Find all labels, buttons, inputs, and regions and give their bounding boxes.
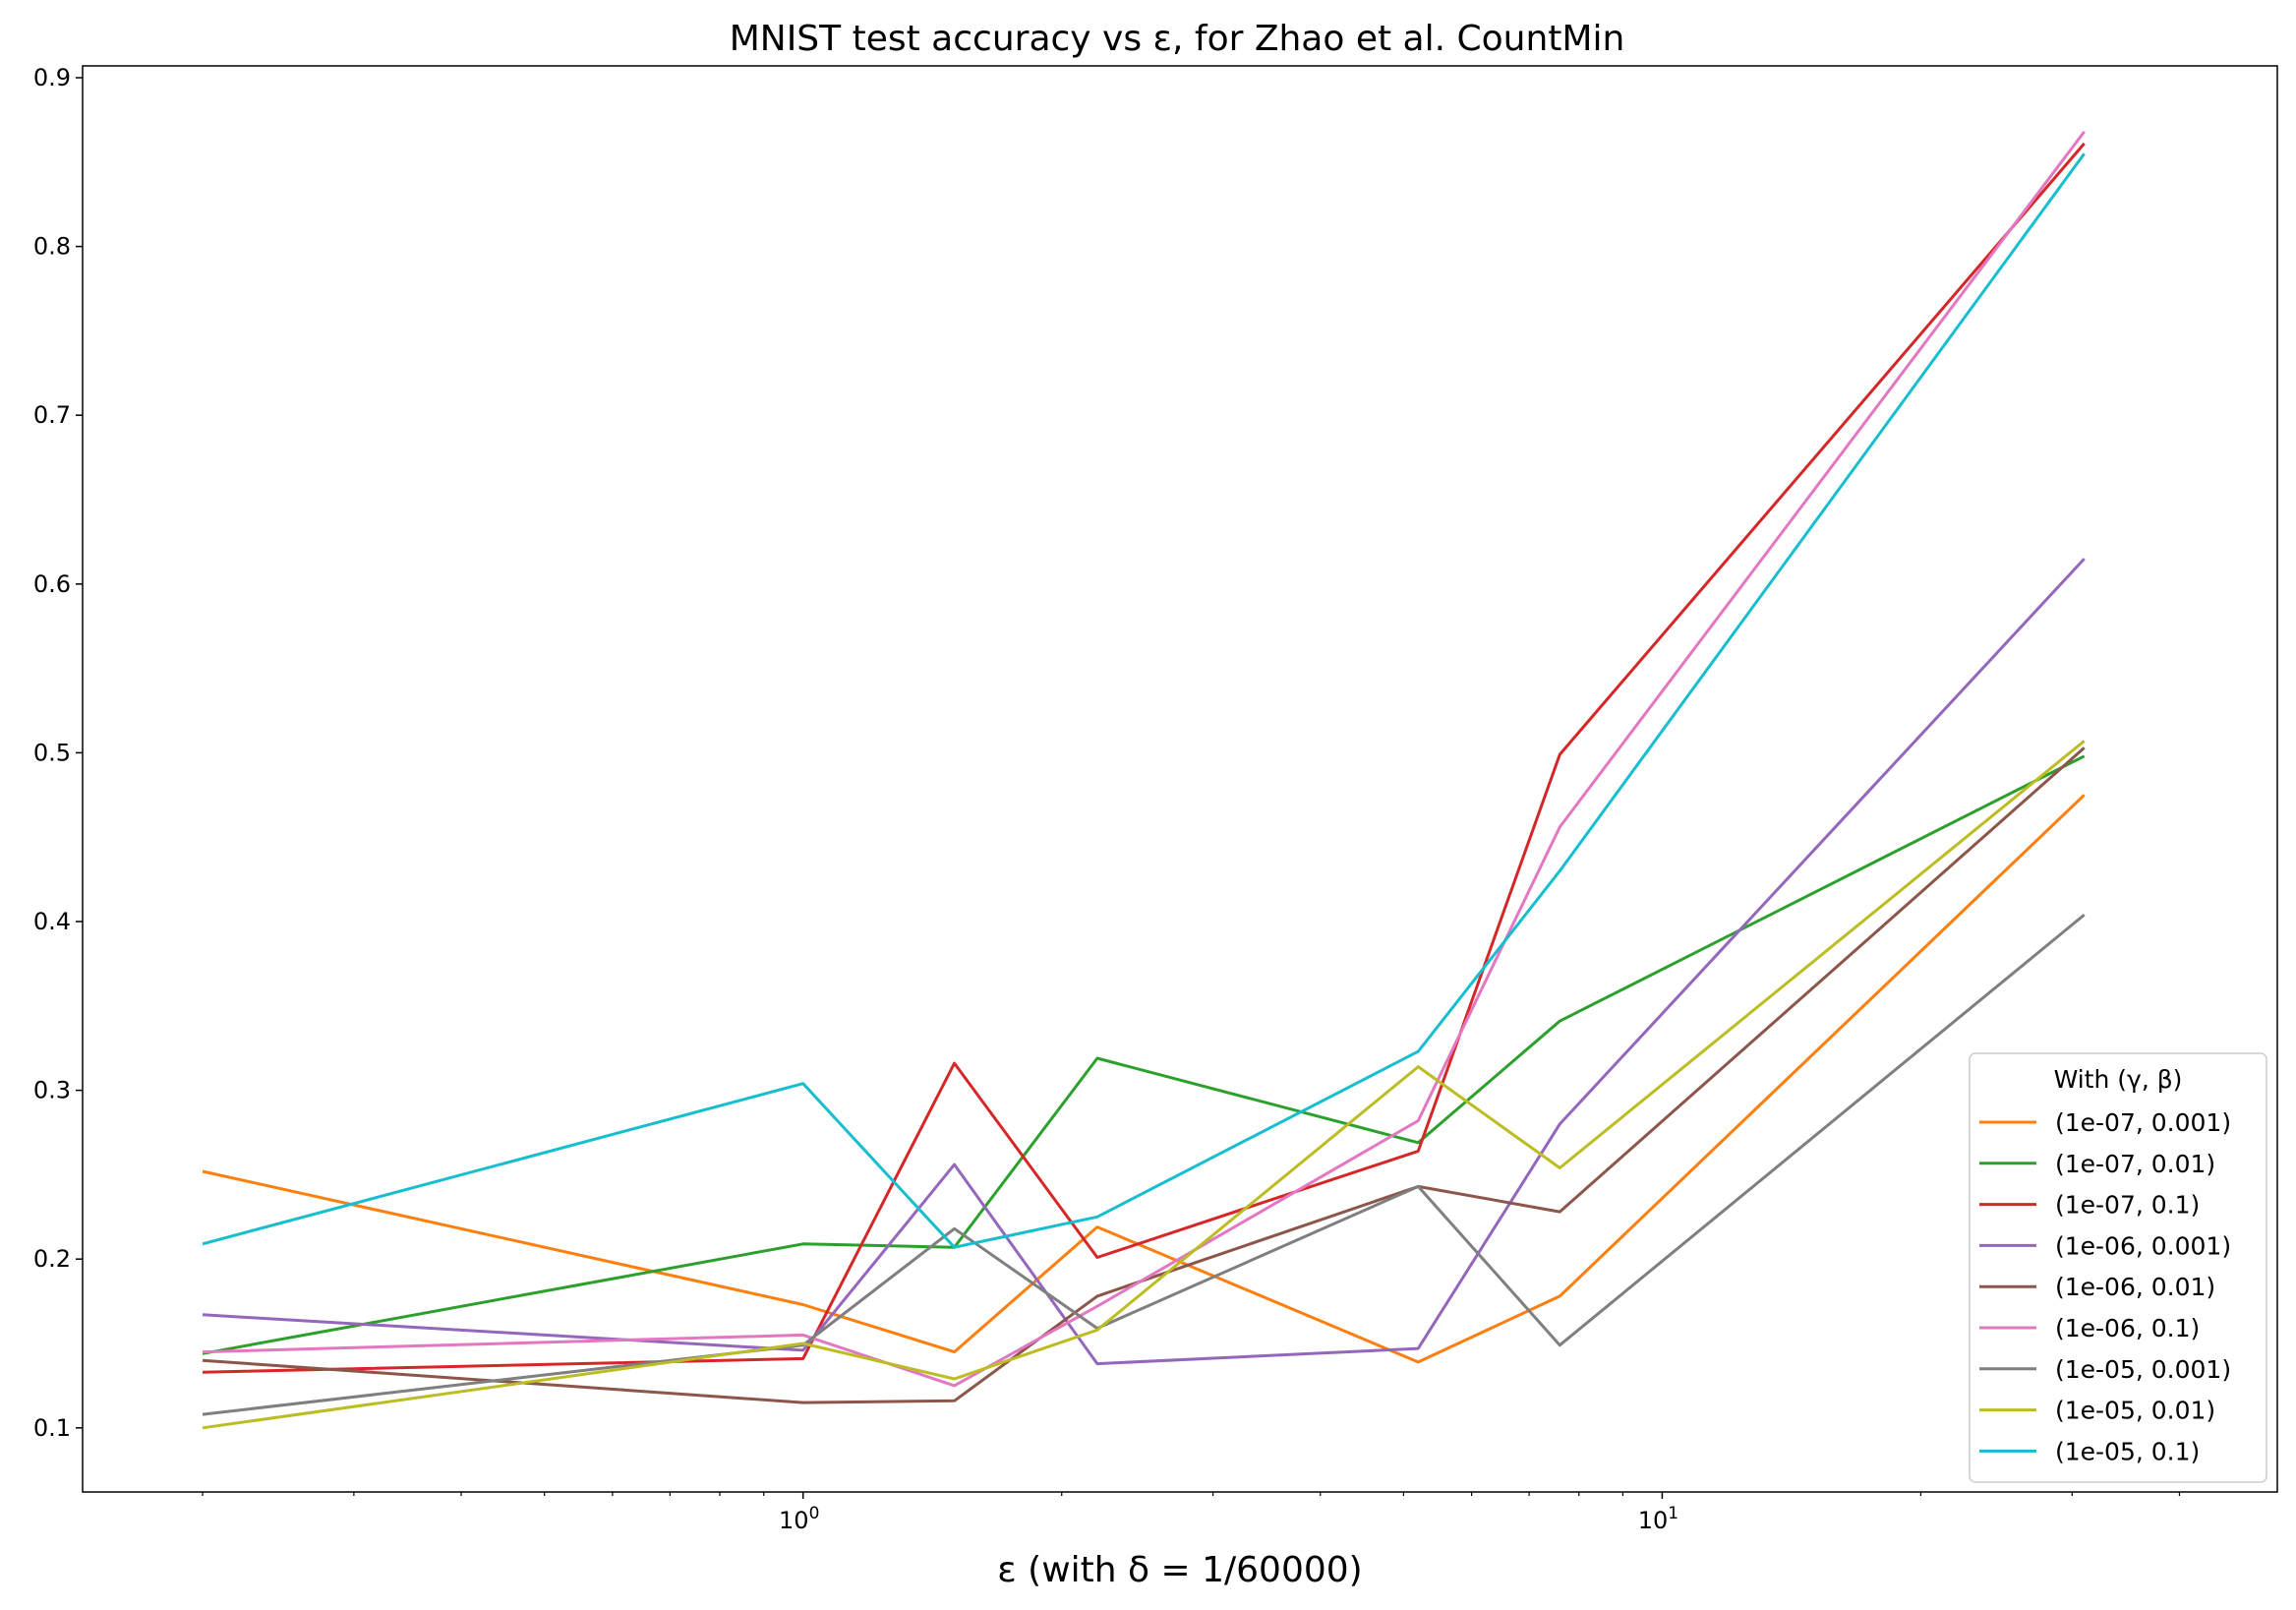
legend-label: (1e-05, 0.1): [2055, 1437, 2200, 1465]
series-line-6: [202, 130, 2086, 1388]
legend-label: (1e-05, 0.01): [2055, 1397, 2215, 1425]
series-layer: [202, 130, 2086, 1430]
x-axis-label: ε (with δ = 1/60000): [997, 1550, 1362, 1590]
y-tick-label: 0.7: [33, 401, 71, 429]
y-tick-label: 0.4: [33, 908, 71, 935]
y-tick-label: 0.8: [33, 233, 71, 261]
series-line-8: [202, 740, 2086, 1430]
series-line-4: [202, 558, 2086, 1366]
y-tick-label: 0.6: [33, 570, 71, 598]
x-axis: 100 101: [202, 1492, 2181, 1534]
x-tick-label: 100: [779, 1504, 819, 1534]
x-tick-label: 101: [1638, 1504, 1678, 1534]
y-tick-label: 0.5: [33, 739, 71, 766]
legend-title: With (γ, β): [2054, 1065, 2183, 1094]
plot-frame: [82, 65, 2278, 1493]
legend-label: (1e-06, 0.001): [2055, 1231, 2231, 1260]
legend-frame: [1969, 1052, 2267, 1483]
y-axis: 0.1 0.2 0.3 0.4 0.5 0.6 0.7 0.8 0.9: [33, 64, 83, 1442]
legend-label: (1e-07, 0.001): [2055, 1108, 2231, 1137]
series-line-2: [202, 754, 2086, 1355]
series-line-1: [202, 794, 2086, 1364]
y-tick-label: 0.3: [33, 1077, 71, 1104]
legend: With (γ, β) (1e-07, 0.001)(1e-07, 0.01)(…: [1969, 1052, 2267, 1483]
chart-title: MNIST test accuracy vs ε, for Zhao et al…: [730, 19, 1625, 59]
legend-label: (1e-06, 0.01): [2055, 1273, 2215, 1301]
legend-label: (1e-05, 0.001): [2055, 1355, 2231, 1384]
legend-label: (1e-07, 0.01): [2055, 1150, 2215, 1178]
y-tick-label: 0.2: [33, 1245, 71, 1273]
y-tick-label: 0.9: [33, 64, 71, 91]
legend-label: (1e-06, 0.1): [2055, 1314, 2200, 1342]
y-tick-label: 0.1: [33, 1414, 71, 1442]
series-line-5: [202, 746, 2086, 1404]
legend-label: (1e-07, 0.1): [2055, 1191, 2200, 1220]
series-line-3: [202, 142, 2086, 1374]
series-line-9: [202, 152, 2086, 1249]
legend-items: (1e-07, 0.001) (1e-07, 0.01) (1e-07, 0.1) (…: [1979, 1108, 2231, 1465]
